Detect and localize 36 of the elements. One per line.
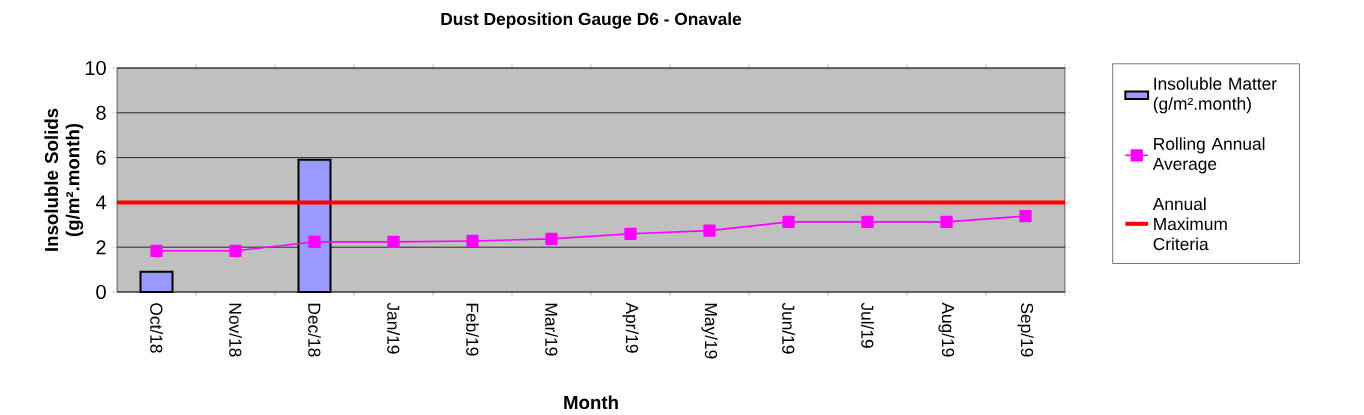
y-tick-label: 4	[95, 195, 107, 210]
point	[1019, 209, 1032, 223]
y-tick-label: 8	[96, 105, 106, 120]
point	[703, 224, 716, 237]
point	[782, 215, 795, 229]
point	[940, 215, 953, 229]
y-tick-label: 6	[96, 150, 106, 165]
x-tick-label: Sep/19	[1017, 303, 1034, 357]
legend-label: Annual Maximum Criteria	[1152, 197, 1227, 251]
x-tick-label: Jan/19	[387, 302, 400, 354]
x-tick-label: Jul/19	[861, 302, 874, 348]
y-axis-title: Insoluble Solids (g/m².month)	[44, 108, 84, 251]
point	[624, 227, 637, 240]
y-tick-label: 2	[96, 240, 106, 255]
point	[308, 235, 321, 248]
y-tick-label: 10	[85, 60, 106, 76]
x-tick-label: Oct/18	[150, 303, 163, 353]
x-tick-label: Mar/19	[545, 303, 558, 356]
point	[150, 244, 163, 257]
x-tick-label: Feb/19	[466, 303, 479, 356]
point	[387, 235, 400, 248]
legend-label: Rolling Annual Average	[1152, 137, 1265, 174]
point	[229, 244, 242, 257]
point	[466, 234, 479, 248]
point	[545, 232, 558, 246]
chart-title: Dust Deposition Gauge D6 - Onavale	[441, 12, 742, 29]
x-axis-title: Month	[564, 395, 618, 410]
x-tick-label: Aug/19	[938, 302, 955, 357]
legend-label: Insoluble Matter (g/m².month)	[1153, 77, 1277, 114]
y-tick-label: 0	[96, 284, 106, 300]
x-tick-label: Dec/18	[308, 303, 321, 357]
x-tick-label: Apr/19	[622, 302, 639, 353]
x-tick-label: Jun/19	[782, 302, 795, 354]
point	[861, 215, 874, 229]
x-tick-label: May/19	[701, 303, 718, 359]
x-tick-label: Nov/18	[229, 303, 242, 357]
